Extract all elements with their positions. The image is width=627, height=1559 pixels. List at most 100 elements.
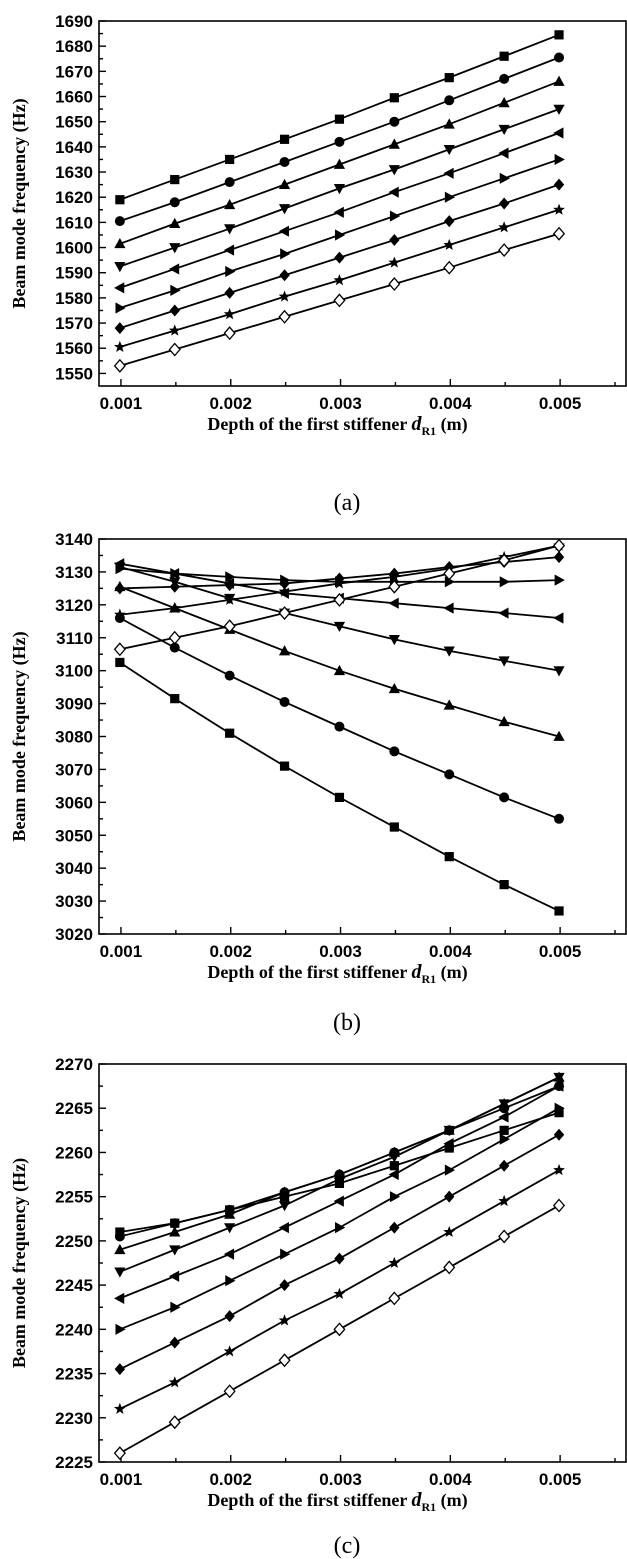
data-point-triangle-up (443, 699, 455, 710)
data-point-circle (224, 670, 235, 681)
y-tick-label: 3080 (55, 728, 93, 747)
data-point-star (388, 256, 401, 268)
data-point-circle (334, 136, 345, 147)
series-star (113, 539, 565, 620)
data-point-triangle-up (224, 198, 236, 210)
x-tick-label: 0.005 (539, 942, 582, 961)
data-point-diamond (279, 1279, 290, 1292)
data-point-square (115, 657, 125, 668)
data-point-circle (334, 721, 345, 732)
data-point-diamond (114, 322, 126, 335)
data-point-square (389, 93, 399, 103)
data-point-triangle-left (388, 186, 399, 198)
data-point-diamond (553, 178, 565, 191)
data-point-diamond-open (498, 243, 511, 258)
data-point-triangle-up (333, 664, 346, 676)
data-point-diamond (389, 1221, 400, 1234)
data-point-star (333, 274, 346, 286)
data-point-square (279, 761, 290, 771)
y-tick-label: 2270 (55, 1055, 93, 1074)
y-tick-label: 2245 (55, 1276, 93, 1295)
data-point-diamond-open (278, 1353, 291, 1368)
data-point-triangle-left (443, 1138, 454, 1150)
y-tick-label: 1620 (55, 188, 93, 207)
data-point-diamond-open (113, 358, 126, 373)
data-point-triangle-right (444, 191, 456, 203)
data-point-diamond (498, 1159, 510, 1172)
data-point-square (279, 134, 290, 144)
data-point-triangle-down (498, 124, 510, 136)
data-point-diamond (334, 251, 345, 264)
data-point-triangle-left (443, 602, 454, 614)
y-tick-label: 3030 (55, 892, 93, 911)
y-tick-label: 1680 (55, 37, 93, 56)
data-point-triangle-right (444, 576, 456, 588)
y-axis-label: Beam mode frequency (Hz) (9, 631, 30, 841)
y-tick-label: 3060 (55, 793, 93, 812)
data-point-triangle-down (333, 1174, 346, 1185)
series-square (115, 30, 564, 205)
data-point-square (444, 852, 454, 862)
y-tick-label: 3130 (55, 563, 93, 582)
data-point-triangle-right (170, 1301, 181, 1313)
series-circle (114, 613, 565, 824)
data-point-star (553, 1163, 565, 1176)
data-point-triangle-up (278, 178, 291, 190)
data-point-diamond (444, 215, 455, 228)
data-point-triangle-down (224, 1223, 236, 1234)
data-point-triangle-down (553, 104, 565, 115)
data-point-triangle-down (498, 1099, 510, 1110)
x-tick-label: 0.004 (429, 1470, 472, 1489)
data-point-diamond-open (168, 630, 181, 645)
data-point-star (333, 1287, 346, 1299)
data-point-triangle-up (388, 682, 400, 694)
data-point-star (443, 238, 456, 251)
series-square (115, 657, 564, 916)
data-point-triangle-right (225, 265, 236, 278)
data-point-triangle-up (169, 217, 181, 229)
y-tick-label: 1690 (55, 12, 93, 31)
x-tick-label: 0.002 (209, 394, 252, 413)
data-point-triangle-up (114, 237, 126, 249)
data-point-triangle-up (169, 1226, 181, 1237)
series-circle (114, 1081, 565, 1242)
data-point-diamond-open (168, 342, 181, 357)
data-point-triangle-right (554, 153, 565, 166)
data-point-triangle-left (333, 1195, 344, 1207)
data-point-triangle-down (278, 204, 291, 215)
data-point-triangle-left (278, 1222, 289, 1234)
x-tick-label: 0.004 (429, 942, 472, 961)
data-point-square (499, 51, 509, 61)
y-tick-label: 2230 (55, 1409, 93, 1428)
x-tick-label: 0.003 (319, 1470, 362, 1489)
data-point-triangle-right (280, 1248, 291, 1260)
y-tick-label: 1550 (55, 364, 93, 383)
data-point-diamond (334, 1252, 345, 1265)
data-point-square (389, 822, 399, 832)
data-point-star (223, 308, 236, 320)
data-point-star (553, 203, 565, 215)
data-point-triangle-down (443, 144, 455, 156)
y-tick-label: 2250 (55, 1232, 93, 1251)
series-diamond-open (113, 1198, 566, 1461)
data-point-triangle-up (224, 1208, 236, 1219)
data-point-diamond (553, 1128, 565, 1141)
y-tick-label: 2235 (55, 1365, 93, 1384)
y-tick-label: 1590 (55, 264, 93, 283)
data-point-triangle-right (280, 248, 291, 260)
series-triangle-up (114, 75, 565, 249)
series-line (119, 562, 560, 619)
data-point-circle (279, 156, 290, 167)
y-tick-label: 2240 (55, 1320, 93, 1339)
data-point-square (170, 174, 180, 185)
y-tick-label: 2265 (55, 1099, 93, 1118)
data-point-diamond-open (333, 293, 346, 308)
data-point-diamond-open (333, 592, 346, 607)
data-point-diamond-open (388, 277, 401, 292)
data-point-star (498, 1194, 511, 1207)
y-tick-label: 3110 (56, 629, 93, 648)
data-point-square (444, 1143, 454, 1153)
data-point-triangle-down (553, 666, 565, 677)
data-point-diamond (444, 1190, 455, 1203)
